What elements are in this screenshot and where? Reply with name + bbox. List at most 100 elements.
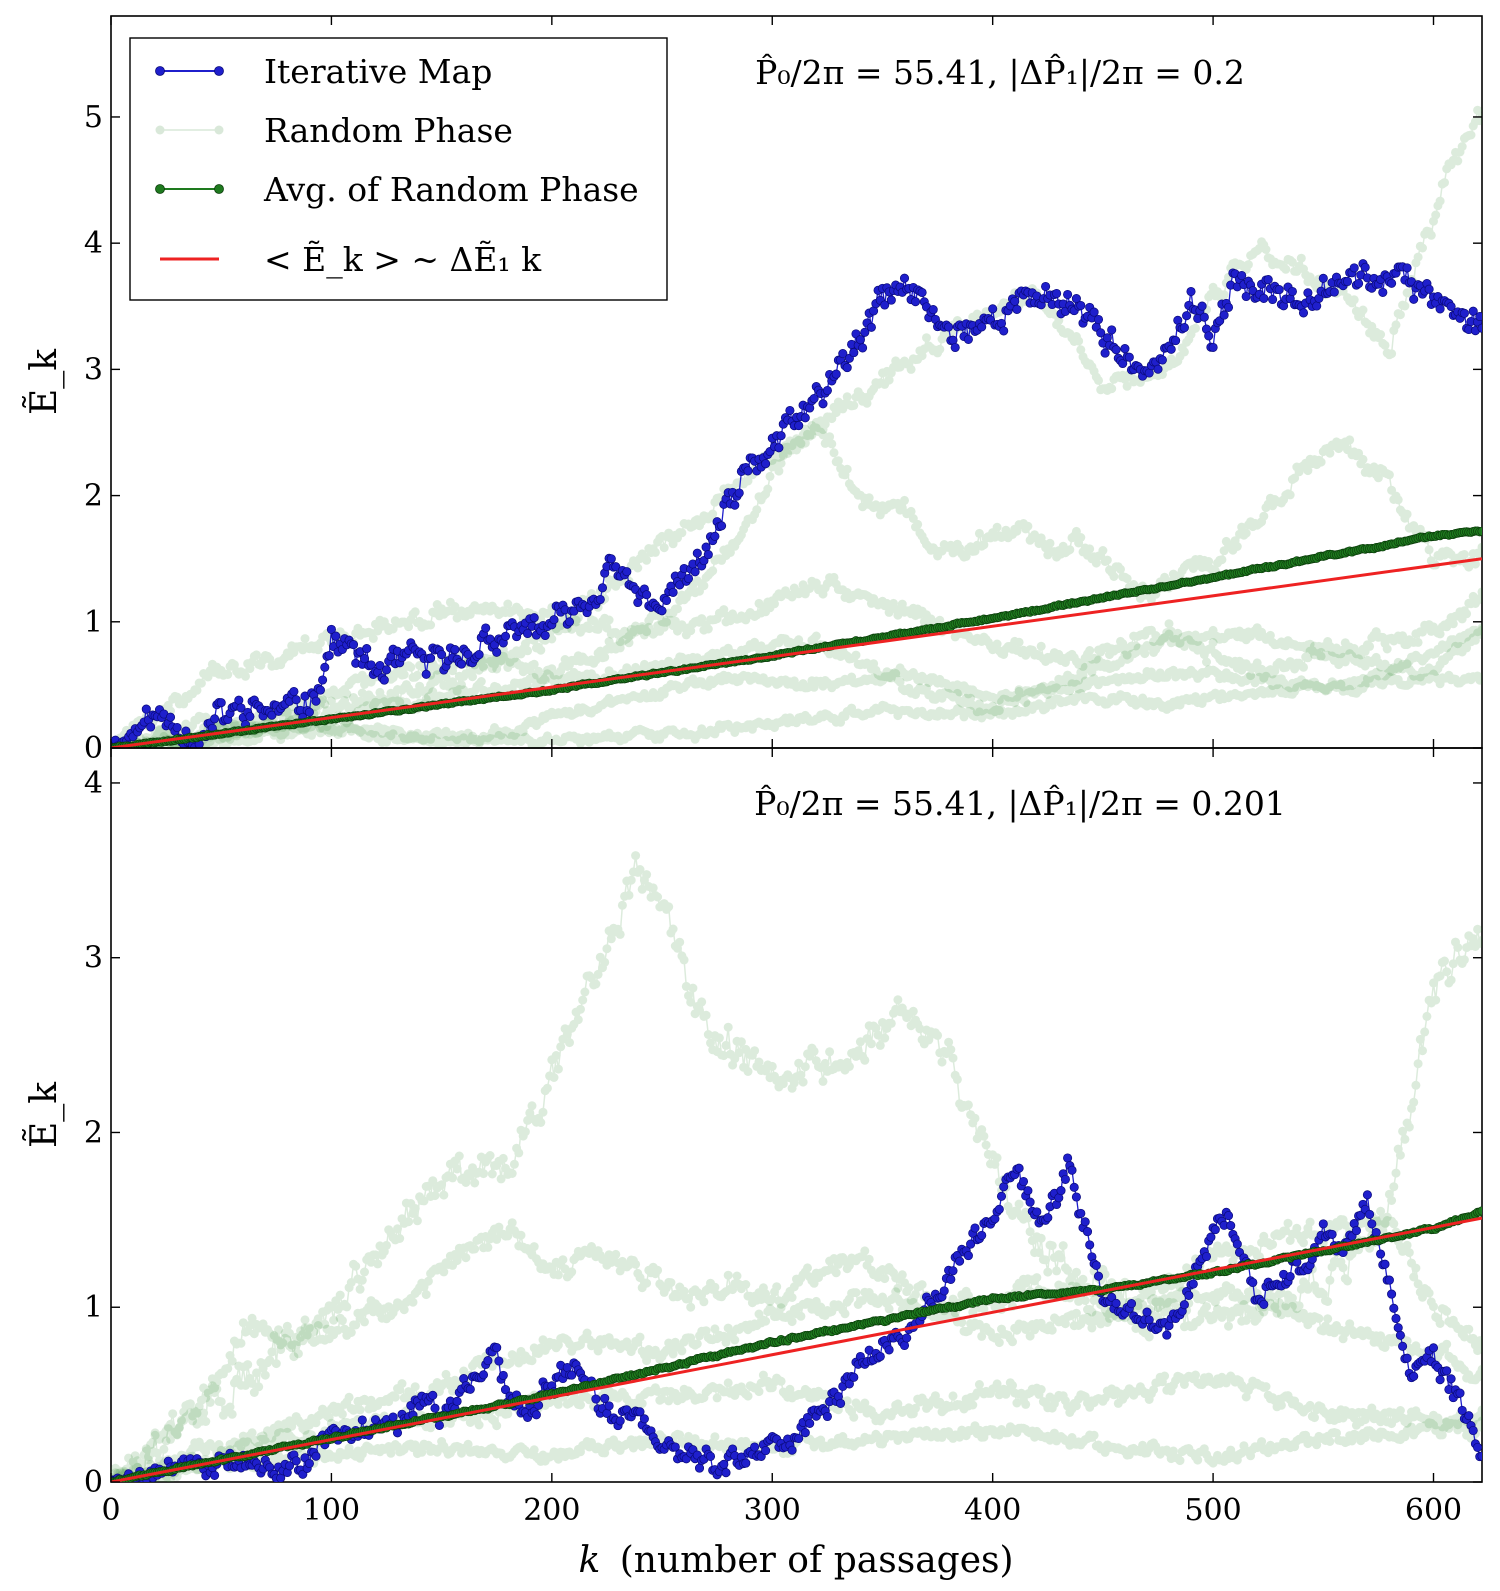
random-phase-point <box>966 634 976 644</box>
iterative-map-point <box>597 583 608 593</box>
iterative-map-point <box>692 548 702 558</box>
random-phase-point <box>1336 656 1346 666</box>
random-phase-point <box>401 618 411 628</box>
random-phase-point <box>1299 461 1308 471</box>
random-phase-point <box>1276 498 1286 508</box>
random-phase-point <box>1226 630 1236 639</box>
random-phase-point <box>1160 633 1170 643</box>
random-phase-point <box>1303 640 1313 650</box>
random-phase-point <box>1268 501 1278 511</box>
random-phase-point <box>999 694 1009 704</box>
random-phase-point <box>792 637 801 647</box>
random-phase-point <box>913 604 923 614</box>
random-phase-point <box>152 727 162 737</box>
iterative-map-point <box>831 369 841 379</box>
random-phase-point <box>1034 684 1044 693</box>
iterative-map-point <box>1409 294 1419 304</box>
random-phase-point <box>946 690 956 700</box>
random-phase-point <box>1391 320 1401 330</box>
random-phase-point <box>708 509 718 519</box>
random-phase-point <box>922 683 931 693</box>
random-phase-point <box>611 628 621 637</box>
random-phase-point <box>1457 647 1467 657</box>
random-phase-point <box>1047 547 1057 557</box>
random-phase-point <box>840 593 850 602</box>
random-phase-point <box>662 615 671 625</box>
iterative-map-point <box>1197 301 1207 311</box>
random-phase-point <box>750 637 760 647</box>
random-phase-point <box>977 706 987 716</box>
iterative-map-point <box>324 651 334 661</box>
random-phase-point <box>750 612 760 621</box>
random-phase-point <box>311 641 321 651</box>
random-phase-point <box>1193 637 1203 646</box>
random-phase-point <box>939 540 949 549</box>
random-phase-point <box>820 438 830 448</box>
random-phase-point <box>593 648 603 658</box>
random-phase-point <box>1027 532 1037 542</box>
random-phase-point <box>681 630 691 640</box>
random-phase-point <box>1431 210 1441 220</box>
random-phase-point <box>860 493 870 503</box>
random-phase-point <box>320 724 330 734</box>
random-phase-point <box>818 589 828 599</box>
random-phase-point <box>1210 649 1220 658</box>
random-phase-point <box>1435 196 1445 206</box>
random-phase-point <box>483 605 493 615</box>
random-phase-point <box>752 505 762 515</box>
random-phase-point <box>798 436 808 446</box>
random-phase-point <box>1431 666 1441 676</box>
random-phase-point <box>1195 641 1205 651</box>
random-phase-point <box>999 650 1009 659</box>
iterative-map-point <box>1111 345 1121 355</box>
random-phase-point <box>536 679 546 688</box>
random-phase-point <box>393 618 402 628</box>
random-phase-point <box>609 642 619 652</box>
random-phase-point <box>1437 547 1447 557</box>
random-phase-point <box>388 696 398 706</box>
random-phase-point <box>1248 663 1258 673</box>
random-phase-point <box>459 611 469 621</box>
random-phase-point <box>706 568 715 578</box>
random-phase-point <box>754 492 764 502</box>
random-phase-point <box>1254 667 1264 677</box>
random-phase-point <box>1254 519 1264 528</box>
random-phase-point <box>1265 630 1275 640</box>
random-phase-point <box>668 621 678 631</box>
random-phase-point <box>1473 595 1482 605</box>
random-phase-point <box>1321 444 1330 454</box>
random-phase-point <box>988 701 998 711</box>
random-phase-point <box>767 596 777 606</box>
random-phase-point <box>816 427 826 437</box>
random-phase-point <box>1025 687 1035 697</box>
iterative-map-point <box>1102 333 1112 343</box>
random-phase-point <box>595 646 605 656</box>
random-phase-point <box>833 585 843 594</box>
random-phase-point <box>245 664 255 674</box>
random-phase-point <box>1371 652 1381 662</box>
random-phase-point <box>935 615 945 625</box>
random-phase-point <box>1219 290 1229 300</box>
random-phase-point <box>1287 660 1297 670</box>
random-phase-point <box>562 673 572 682</box>
random-phase-point <box>1354 448 1364 458</box>
random-phase-point <box>366 628 376 638</box>
iterative-map-point <box>146 722 156 732</box>
random-phase-point <box>878 671 887 681</box>
random-phase-point <box>1283 489 1293 499</box>
random-phase-point <box>529 672 539 682</box>
random-phase-point <box>501 656 510 666</box>
random-phase-point <box>1232 632 1242 642</box>
random-phase-point <box>979 705 989 715</box>
random-phase-point <box>1276 637 1286 647</box>
random-phase-point <box>666 615 676 625</box>
random-phase-point <box>772 638 782 648</box>
random-phase-point <box>743 644 753 654</box>
random-phase-point <box>1091 654 1101 664</box>
random-phase-point <box>406 662 416 672</box>
random-phase-point <box>1094 645 1103 655</box>
random-phase-point <box>961 693 971 703</box>
random-phase-point <box>1188 635 1198 645</box>
iterative-map-point <box>1237 270 1247 281</box>
random-phase-point <box>732 614 742 624</box>
